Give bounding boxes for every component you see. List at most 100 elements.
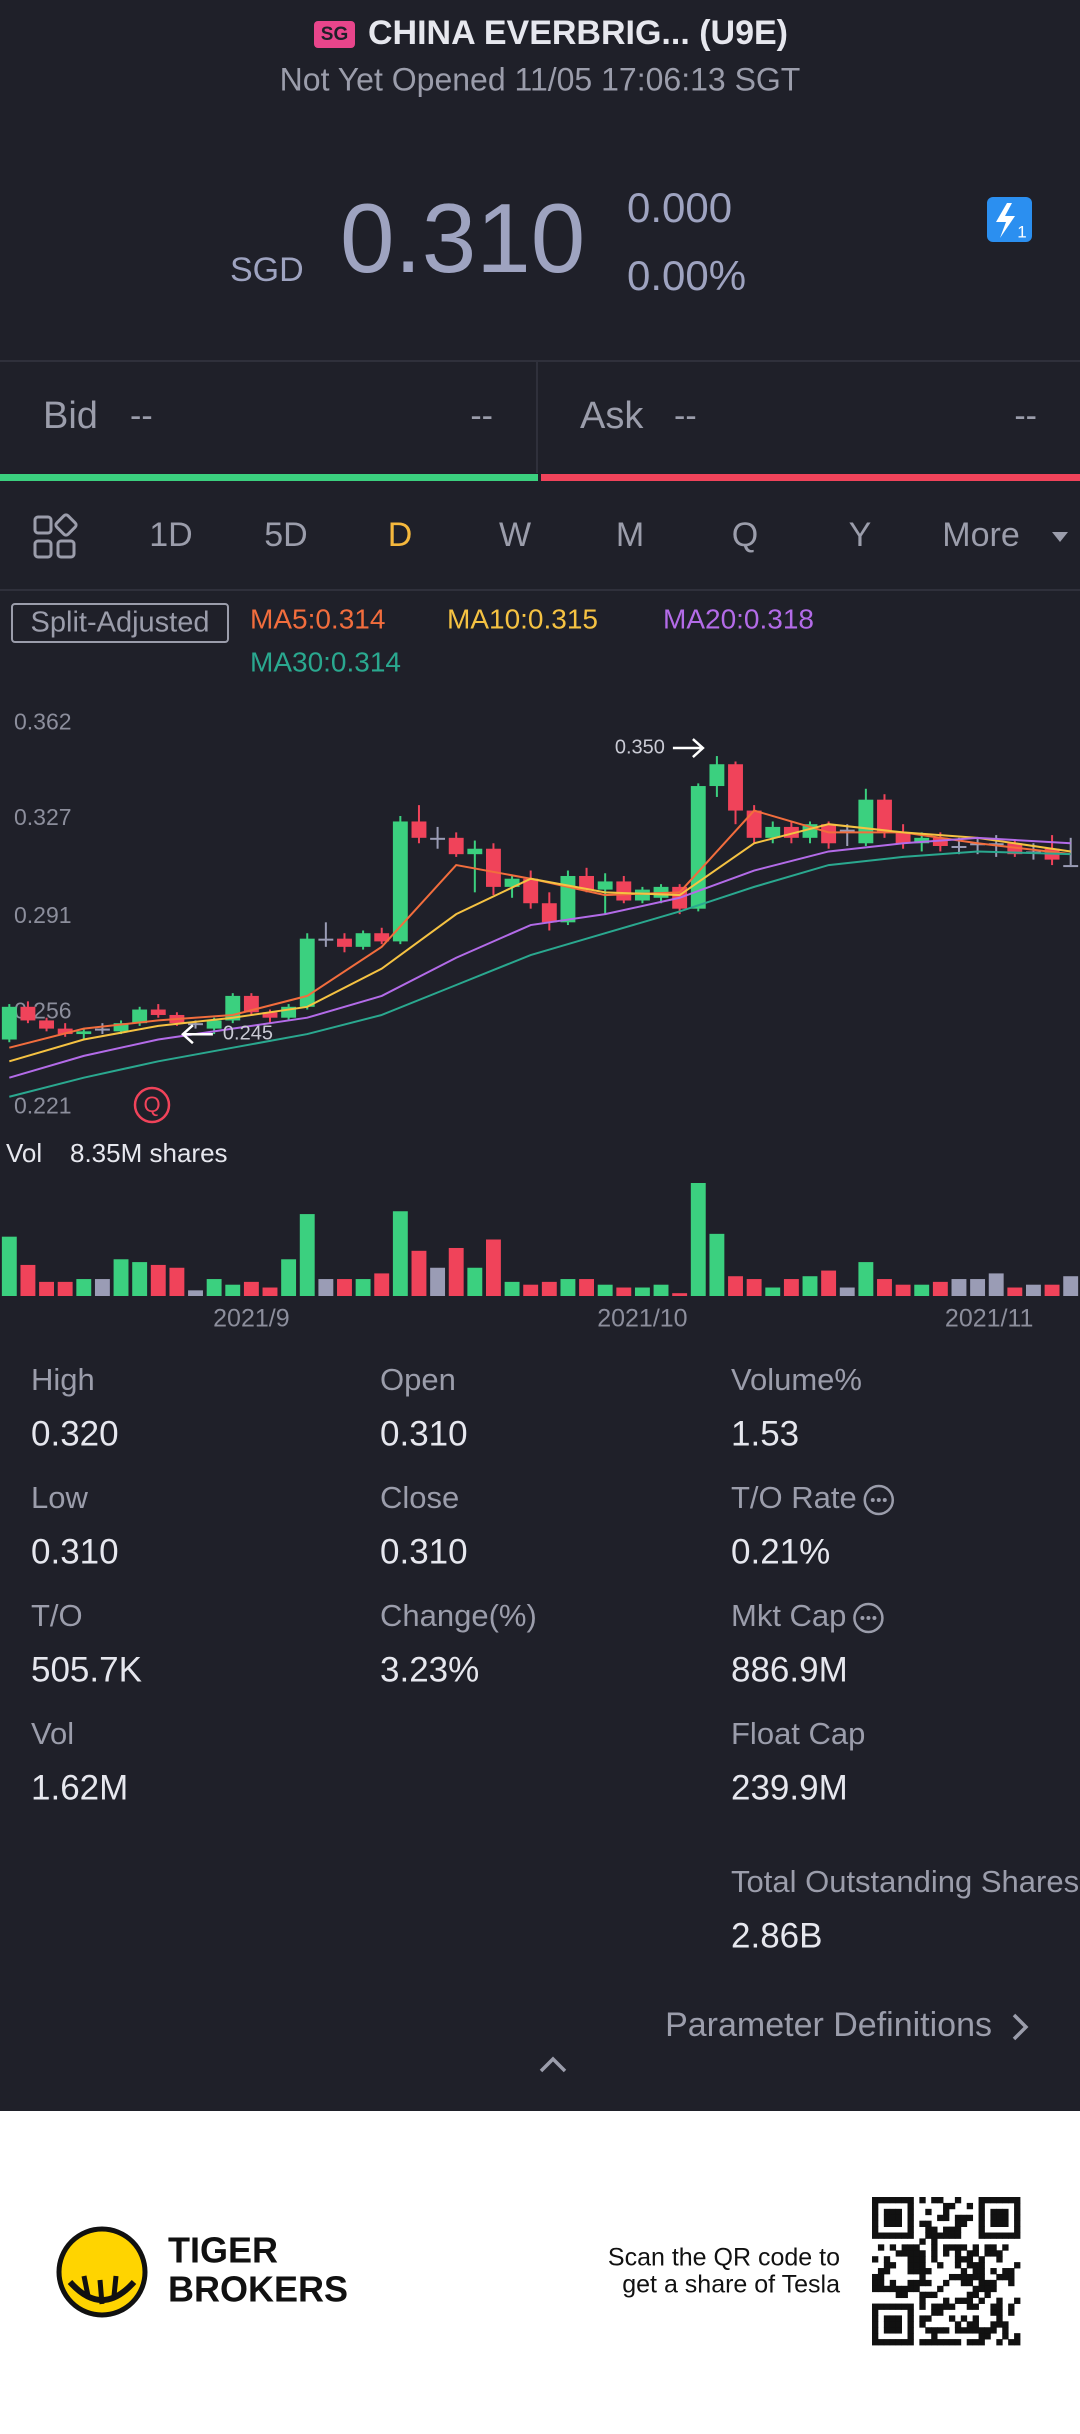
qr-module [931,2238,938,2245]
qr-module [1008,2232,1015,2239]
qr-module [919,2279,926,2287]
qr-module [943,2232,950,2239]
qr-module [931,2197,938,2204]
qr-module [954,2321,962,2328]
qr-module [972,2291,979,2299]
info-icon[interactable] [863,1484,895,1516]
qr-module [972,2268,979,2275]
qr-module [872,2327,879,2334]
volume-bar [57,1281,73,1296]
qr-module [978,2262,985,2269]
candle-body [57,1028,73,1035]
qr-module [889,2279,897,2287]
info-icon[interactable] [853,1602,884,1634]
qr-module [1002,2273,1009,2281]
volume-bar [94,1279,110,1296]
qr-module [872,2303,879,2310]
qr-module [925,2279,932,2287]
qr-module [1014,2333,1021,2340]
period-tab[interactable]: 1D [149,516,192,554]
period-tab[interactable]: More [942,516,1019,554]
qr-module [972,2321,979,2328]
stat-label: Volume% [731,1362,862,1397]
volume-bar [448,1247,464,1296]
qr-module [919,2256,926,2263]
adjust-label[interactable]: Split-Adjusted [31,607,210,639]
qr-module [883,2220,891,2227]
qr-module [990,2208,997,2216]
qr-module [960,2220,968,2227]
qr-module [1002,2321,1009,2328]
volume-bar [728,1276,743,1296]
qr-module [895,2250,902,2257]
qr-module [984,2244,991,2251]
qr-module [966,2303,974,2310]
qr-module [883,2232,891,2239]
lightning-glyph [996,203,1015,238]
adjust-box[interactable] [11,603,229,643]
qr-module [919,2339,926,2346]
qr-module [972,2262,979,2269]
qr-module [883,2285,891,2293]
qr-module [872,2232,879,2239]
qr-module [895,2303,902,2310]
qr-module [966,2273,974,2281]
qr-module [990,2220,997,2227]
qr-module [1014,2214,1021,2222]
candle-body [188,1023,203,1026]
volume-bar [877,1279,892,1296]
quick-trade-badge: 1 [1017,222,1026,241]
stat-label: Open [380,1362,456,1397]
stat-label: Low [31,1480,88,1515]
bid-size: -- [470,397,493,435]
qr-module [883,2214,891,2222]
info-dot [866,1616,871,1620]
qr-module [1002,2268,1009,2275]
qr-module [907,2250,914,2257]
qr-module [907,2262,914,2269]
x-tick-label: 2021/11 [945,1305,1034,1333]
volume-bar [76,1279,92,1296]
stat-label: Vol [31,1716,74,1751]
volume-bar [318,1279,334,1296]
period-tab[interactable]: M [616,516,644,554]
stat-value: 1.62M [31,1768,128,1807]
qr-module [1014,2208,1021,2216]
qr-module [996,2303,1003,2310]
event-marker[interactable]: Q [143,1092,160,1117]
parameter-definitions[interactable]: Parameter Definitions [665,2006,992,2044]
qr-module [960,2256,968,2263]
candle-body [988,843,1004,846]
qr-module [889,2303,897,2310]
qr-module [996,2250,1003,2257]
volume-bar [858,1262,874,1296]
event-marker-ring[interactable] [133,1086,171,1124]
qr-module [978,2339,985,2346]
qr-module [872,2214,879,2222]
stat-value: 1.53 [731,1414,799,1453]
period-tab[interactable]: 5D [264,516,307,554]
period-tab[interactable]: W [499,516,531,554]
layout-icon[interactable] [33,513,78,559]
qr-module [954,2244,962,2251]
period-tab[interactable]: D [388,516,413,554]
qr-module [883,2208,891,2216]
qr-module [990,2232,997,2239]
period-tab[interactable]: Y [849,516,872,554]
qr-module [996,2214,1003,2222]
volume-bar [392,1211,408,1296]
volume-bar [243,1281,259,1296]
qr-module [972,2315,979,2322]
qr-module [877,2303,885,2310]
candle-body [94,1028,110,1031]
collapse-icon[interactable] [539,2056,567,2073]
period-tabs: 1D 5D D W M Q Y More [33,513,1068,559]
candle-body [895,832,911,844]
qr-module [978,2297,985,2304]
volume-bar [504,1281,520,1296]
qr-module [877,2232,885,2239]
period-tab[interactable]: Q [732,516,758,554]
info-dot [860,1616,865,1620]
qr-module [925,2220,932,2227]
